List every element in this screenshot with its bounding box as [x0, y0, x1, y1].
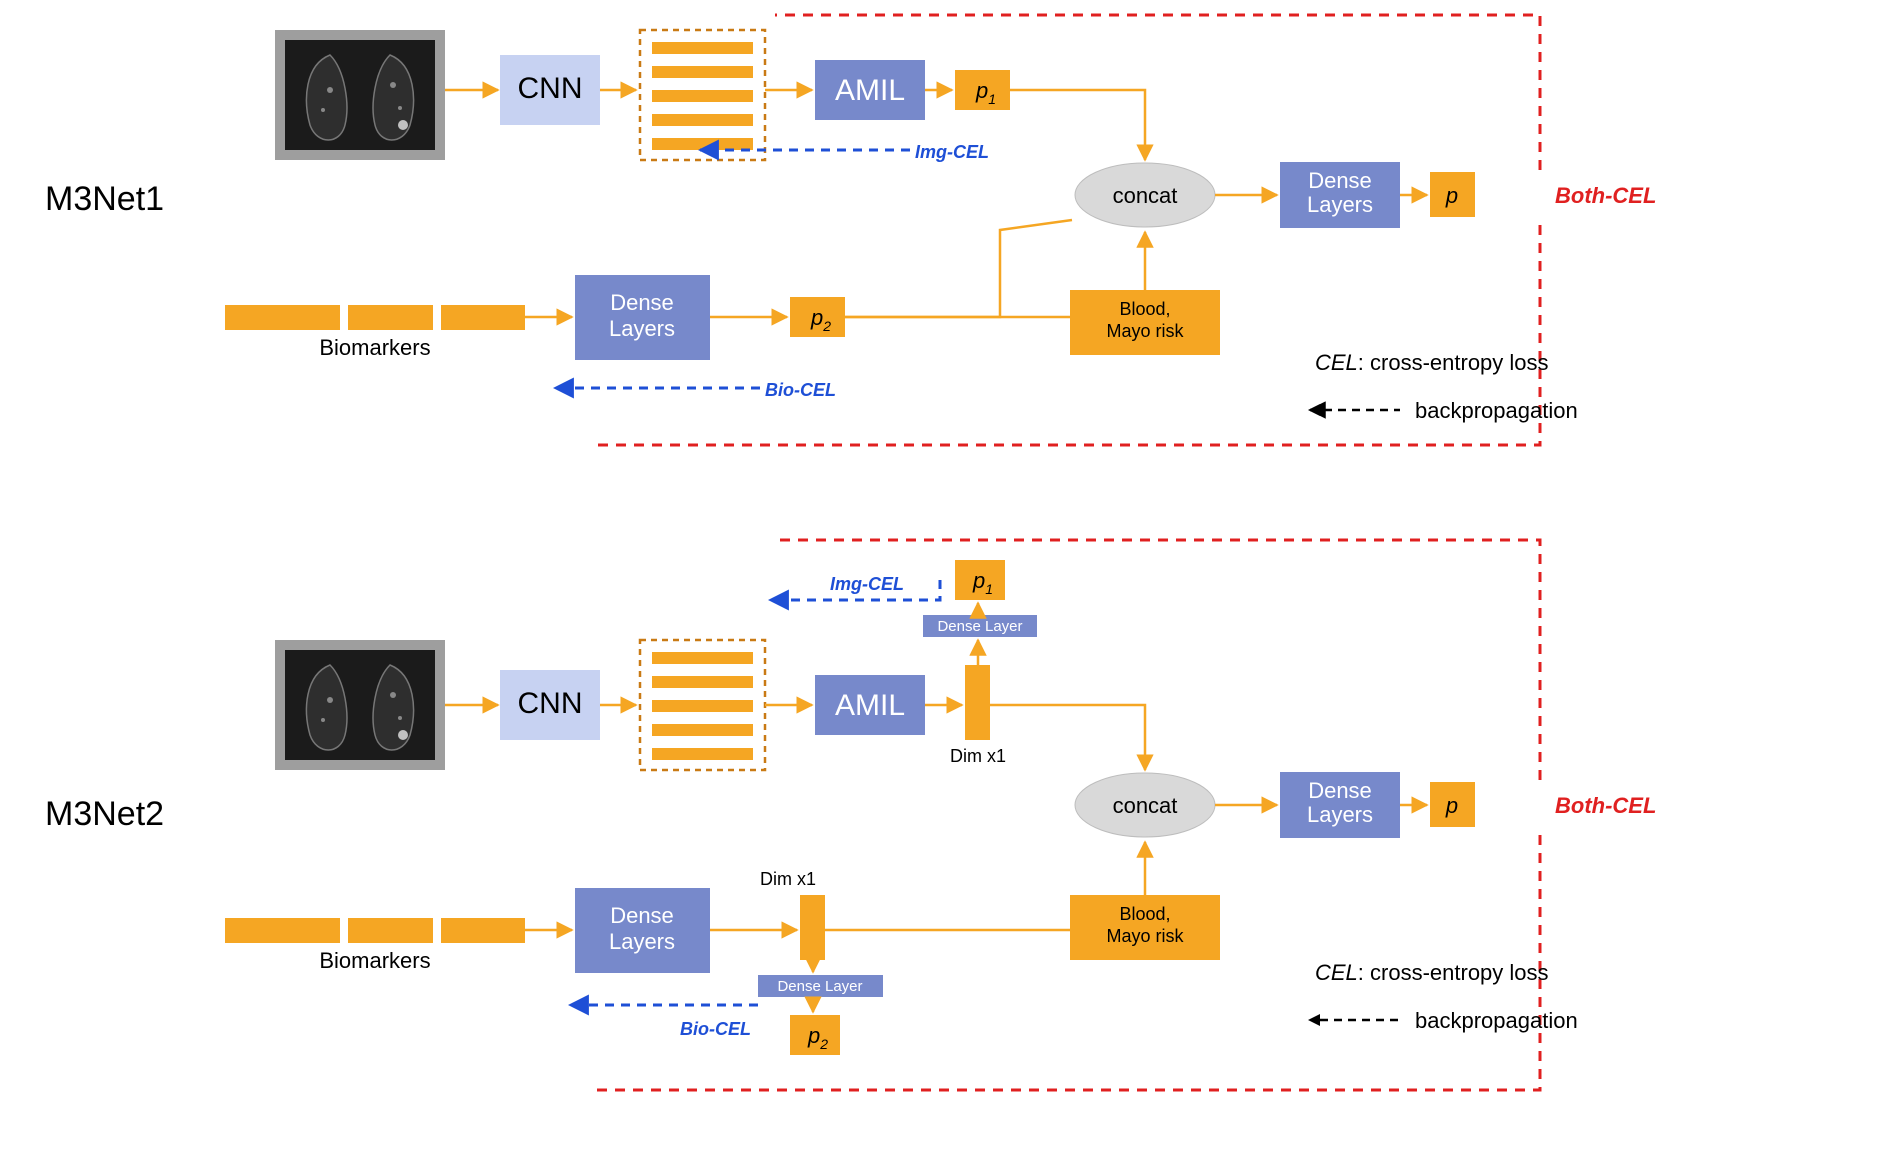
- amil-label: AMIL: [835, 689, 905, 722]
- dense-out-label: DenseLayers: [1307, 778, 1373, 827]
- dim-top-box: [965, 665, 990, 740]
- feature-bar: [652, 90, 753, 102]
- ct-image-top: [275, 30, 445, 160]
- dense-bio-label: DenseLayers: [609, 903, 675, 954]
- cnn-label: CNN: [518, 72, 583, 105]
- arrow: [1010, 90, 1145, 160]
- biomarkers-label: Biomarkers: [319, 335, 430, 360]
- feature-bar: [652, 138, 753, 150]
- legend-backprop: backpropagation: [1415, 398, 1578, 423]
- feature-bar: [652, 42, 753, 54]
- both-cel-bottom: Both-CEL: [1555, 793, 1656, 818]
- amil-label: AMIL: [835, 74, 905, 107]
- biomarker-bar: [225, 305, 340, 330]
- bio-cel-label: Bio-CEL: [765, 380, 836, 400]
- dense-bio-label: DenseLayers: [609, 290, 675, 341]
- dim-label-top: Dim x1: [950, 746, 1006, 766]
- dense-small-top-label: Dense Layer: [937, 618, 1022, 635]
- diagram-canvas: M3Net1 CNN AMIL p1 concat DenseLayers p …: [0, 0, 1880, 1172]
- arrow: [845, 220, 1072, 317]
- dense-out-label: DenseLayers: [1307, 168, 1373, 217]
- cnn-label: CNN: [518, 687, 583, 720]
- dim-bottom-box: [800, 895, 825, 960]
- dim-label-bottom: Dim x1: [760, 869, 816, 889]
- feature-bar: [652, 676, 753, 688]
- feature-bar: [652, 114, 753, 126]
- legend-cel: CEL: cross-entropy loss: [1315, 350, 1549, 375]
- concat-label: concat: [1113, 793, 1178, 818]
- feature-bar: [652, 748, 753, 760]
- feature-bar: [652, 652, 753, 664]
- img-cel-label: Img-CEL: [830, 574, 904, 594]
- concat-label: concat: [1113, 183, 1178, 208]
- legend-arrowhead: [1308, 404, 1320, 416]
- arrow: [990, 705, 1145, 770]
- legend-cel: CEL: cross-entropy loss: [1315, 960, 1549, 985]
- feature-bar: [652, 66, 753, 78]
- biomarker-bar: [348, 918, 433, 943]
- bio-cel-label: Bio-CEL: [680, 1019, 751, 1039]
- feature-bar: [652, 724, 753, 736]
- title-m3net1: M3Net1: [45, 180, 164, 218]
- feature-bar: [652, 700, 753, 712]
- p-label: p: [1445, 183, 1458, 208]
- img-cel-label: Img-CEL: [915, 142, 989, 162]
- dense-small-bottom-label: Dense Layer: [777, 978, 862, 995]
- ct-image-bottom: [275, 640, 445, 770]
- biomarker-bar: [348, 305, 433, 330]
- p-label: p: [1445, 793, 1458, 818]
- both-cel-top: Both-CEL: [1555, 183, 1656, 208]
- biomarker-bar: [441, 918, 525, 943]
- biomarker-bar: [225, 918, 340, 943]
- title-m3net2: M3Net2: [45, 795, 164, 833]
- biomarkers-label: Biomarkers: [319, 948, 430, 973]
- biomarker-bar: [441, 305, 525, 330]
- legend-backprop: backpropagation: [1415, 1008, 1578, 1033]
- legend-arrowhead: [1308, 1014, 1320, 1026]
- backprop-red-top-lower: [590, 225, 1540, 445]
